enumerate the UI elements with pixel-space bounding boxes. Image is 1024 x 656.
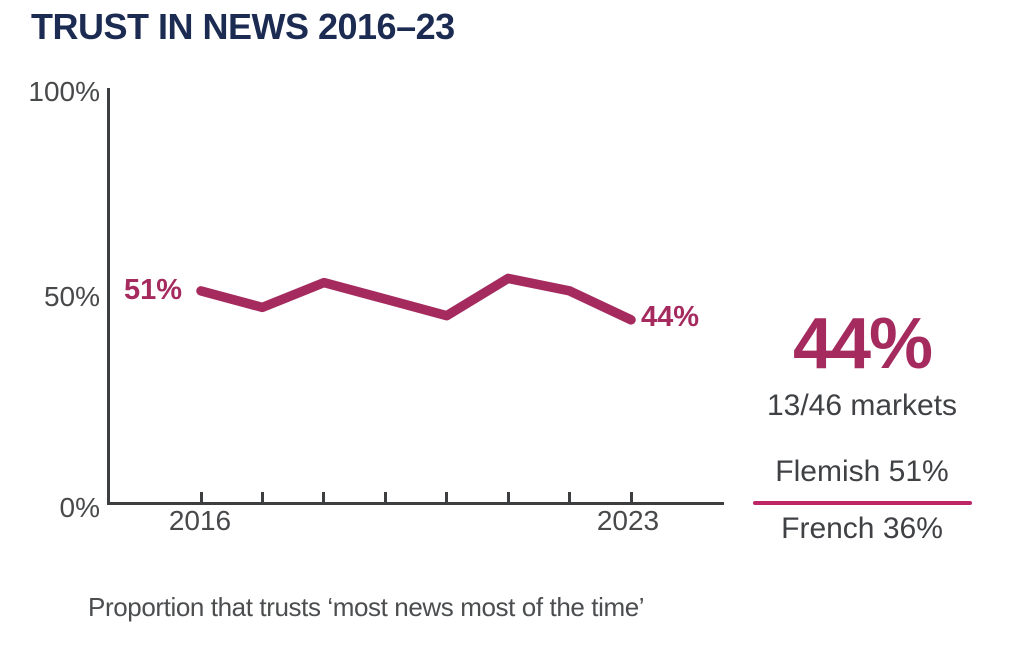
trend-line-svg [196, 273, 636, 325]
x-axis-label-2023: 2023 [596, 505, 660, 536]
point-label-last: 44% [641, 301, 700, 333]
chart-plot-area [107, 88, 724, 505]
headline-value: 44% [792, 304, 933, 384]
x-axis-tick [260, 492, 264, 502]
page-title: TRUST IN NEWS 2016–23 [31, 6, 455, 47]
y-axis-label-0: 0% [59, 492, 100, 523]
x-axis-tick [568, 492, 572, 502]
trend-line [196, 273, 636, 325]
x-axis-label-2016: 2016 [168, 505, 232, 536]
x-axis-tick [629, 492, 633, 502]
flemish-value: Flemish 51% [775, 455, 949, 488]
y-axis-label-100: 100% [28, 76, 100, 107]
flemish-french-divider [753, 501, 972, 505]
chart-caption: Proportion that trusts ‘most news most o… [88, 592, 645, 622]
markets-rank: 13/46 markets [766, 389, 958, 422]
x-axis-tick [506, 492, 510, 502]
point-label-first: 51% [123, 274, 182, 306]
x-axis-tick [199, 492, 203, 502]
x-axis-tick [322, 492, 326, 502]
x-axis-tick [383, 492, 387, 502]
x-axis-tick [445, 492, 449, 502]
french-value: French 36% [781, 512, 943, 545]
y-axis-label-50: 50% [43, 281, 100, 312]
